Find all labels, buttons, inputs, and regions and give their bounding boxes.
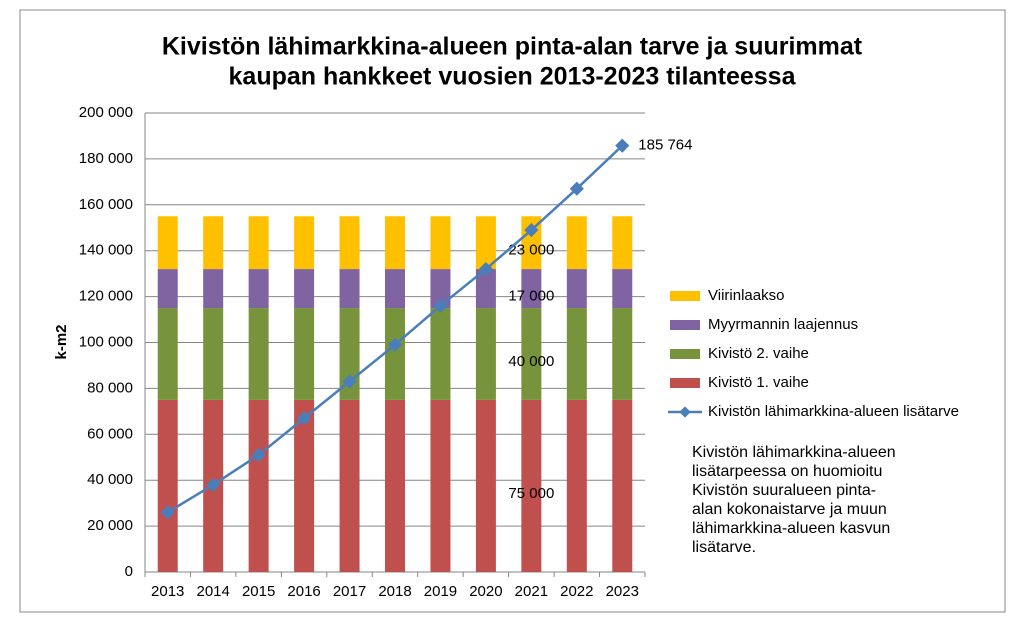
bar-segment bbox=[339, 269, 360, 309]
chart-title: kaupan hankkeet vuosien 2013-2023 tilant… bbox=[229, 63, 797, 91]
chart-title: Kivistön lähimarkkina-alueen pinta-alan … bbox=[162, 33, 863, 61]
legend-marker bbox=[679, 406, 691, 418]
bar-segment bbox=[157, 308, 178, 400]
bar-segment bbox=[385, 269, 405, 309]
y-tick-label: 80 000 bbox=[87, 379, 133, 396]
y-tick-label: 40 000 bbox=[87, 471, 133, 488]
bar-segment bbox=[248, 399, 269, 572]
bar-segment bbox=[475, 399, 496, 572]
bar-segment bbox=[385, 399, 405, 572]
bar-segment bbox=[521, 399, 542, 572]
y-tick-label: 20 000 bbox=[87, 517, 133, 534]
annotation: lähimarkkina-alueen kasvun bbox=[692, 520, 890, 537]
bar-segment bbox=[430, 269, 451, 309]
bar-segment bbox=[385, 308, 405, 400]
bar-segment bbox=[203, 269, 224, 309]
line-marker bbox=[387, 337, 403, 352]
bar-segment bbox=[248, 269, 269, 309]
x-tick-label: 2016 bbox=[287, 583, 320, 600]
bar-segment bbox=[612, 308, 633, 400]
legend-label: Myyrmannin laajennus bbox=[708, 316, 858, 333]
legend-swatch bbox=[670, 349, 700, 359]
line-marker bbox=[342, 374, 357, 389]
data-label: 185 764 bbox=[638, 137, 692, 154]
y-axis-label: k-m2 bbox=[53, 324, 70, 359]
y-tick-label: 180 000 bbox=[79, 150, 133, 167]
y-tick-label: 100 000 bbox=[79, 333, 133, 350]
legend-swatch bbox=[670, 291, 700, 301]
bar-segment bbox=[430, 308, 451, 400]
y-tick-label: 160 000 bbox=[79, 196, 133, 213]
data-label: 17 000 bbox=[508, 288, 554, 305]
y-tick-label: 60 000 bbox=[87, 425, 133, 442]
x-tick-label: 2023 bbox=[606, 583, 639, 600]
legend-label: Kivistö 2. vaihe bbox=[708, 345, 809, 362]
annotation: Kivistön suuralueen pinta- bbox=[692, 482, 876, 499]
bar-segment bbox=[157, 269, 178, 309]
bar-segment bbox=[430, 399, 451, 572]
x-tick-label: 2014 bbox=[196, 583, 229, 600]
x-tick-label: 2013 bbox=[151, 583, 184, 600]
data-label: 75 000 bbox=[508, 485, 554, 502]
x-tick-label: 2017 bbox=[333, 583, 366, 600]
x-tick-label: 2018 bbox=[378, 583, 411, 600]
line-marker bbox=[433, 298, 448, 313]
data-label: 40 000 bbox=[508, 353, 554, 370]
bar-segment bbox=[521, 269, 542, 309]
bar-segment bbox=[157, 216, 178, 270]
bar-segment bbox=[612, 269, 633, 309]
line-marker bbox=[206, 477, 221, 492]
x-tick-label: 2015 bbox=[242, 583, 275, 600]
bar-segment bbox=[294, 216, 315, 270]
annotation: alan kokonaistarve ja muun bbox=[692, 501, 887, 518]
bar-segment bbox=[385, 216, 405, 270]
data-label: 23 000 bbox=[508, 242, 554, 259]
y-tick-label: 120 000 bbox=[79, 288, 133, 305]
bar-segment bbox=[566, 399, 587, 572]
y-tick-label: 0 bbox=[125, 563, 133, 580]
bar-segment bbox=[157, 399, 178, 572]
bar-segment bbox=[475, 308, 496, 400]
bar-segment bbox=[475, 269, 496, 309]
chart-frame bbox=[19, 9, 1006, 613]
bar-segment bbox=[612, 216, 633, 270]
bar-segment bbox=[294, 308, 315, 400]
x-tick-label: 2021 bbox=[515, 583, 548, 600]
x-tick-label: 2020 bbox=[469, 583, 502, 600]
annotation: lisätarpeessa on huomioitu bbox=[692, 463, 882, 480]
legend-label: Viirinlaakso bbox=[708, 287, 784, 304]
line-marker bbox=[524, 222, 539, 238]
bar-segment bbox=[566, 216, 587, 270]
bar-segment bbox=[566, 269, 587, 309]
y-tick-label: 140 000 bbox=[79, 242, 133, 259]
bar-segment bbox=[248, 216, 269, 270]
bar-segment bbox=[203, 216, 224, 270]
bar-segment bbox=[339, 216, 360, 270]
bar-segment bbox=[475, 216, 496, 270]
y-tick-label: 200 000 bbox=[79, 104, 133, 121]
bar-segment bbox=[521, 308, 542, 400]
line-marker bbox=[478, 261, 493, 277]
bar-segment bbox=[566, 308, 587, 400]
x-tick-label: 2022 bbox=[560, 583, 593, 600]
bar-segment bbox=[339, 399, 360, 572]
annotation: Kivistön lähimarkkina-alueen bbox=[692, 444, 896, 461]
line-marker bbox=[297, 411, 312, 426]
line-marker bbox=[615, 138, 630, 153]
bar-segment bbox=[248, 308, 269, 400]
legend-swatch bbox=[670, 320, 700, 330]
legend-swatch bbox=[670, 378, 700, 388]
bar-segment bbox=[612, 399, 633, 572]
annotation: lisätarve. bbox=[692, 539, 756, 556]
legend-label: Kivistön lähimarkkina-alueen lisätarve bbox=[708, 403, 959, 420]
bar-segment bbox=[430, 216, 451, 270]
bar-segment bbox=[294, 399, 315, 572]
legend-label: Kivistö 1. vaihe bbox=[708, 374, 809, 391]
line-marker bbox=[569, 181, 584, 196]
x-tick-label: 2019 bbox=[424, 583, 457, 600]
bar-segment bbox=[203, 308, 224, 400]
bar-segment bbox=[294, 269, 315, 309]
